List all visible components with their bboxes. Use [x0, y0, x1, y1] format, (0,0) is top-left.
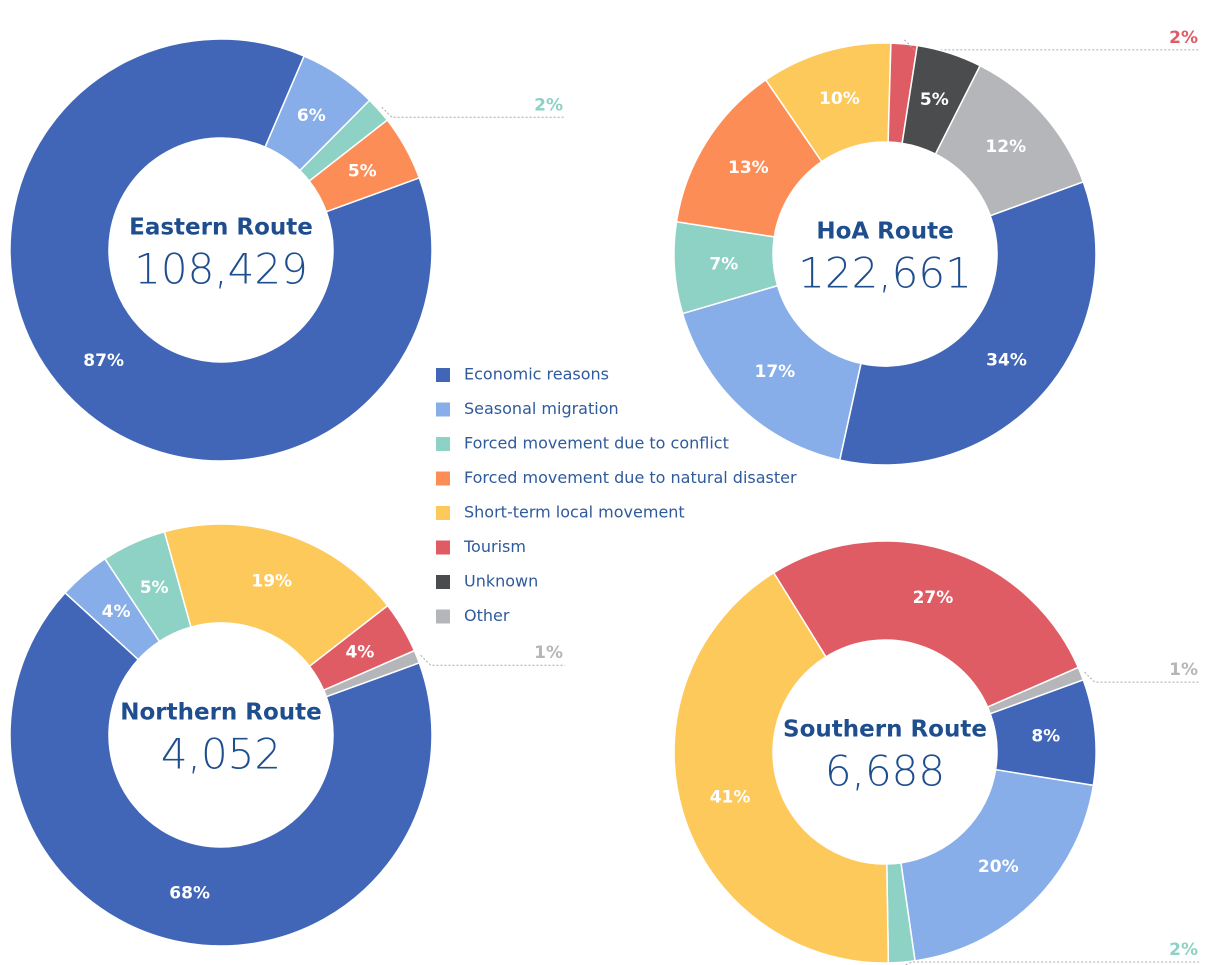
route-title: Northern Route — [120, 700, 322, 726]
value-label: 17% — [755, 362, 796, 382]
value-label: 2% — [534, 95, 563, 115]
leader-line — [381, 106, 565, 118]
donut-slice — [681, 284, 862, 461]
value-label: 1% — [1169, 660, 1198, 680]
route-total: 108,429 — [134, 245, 308, 294]
donut-slice — [934, 64, 1085, 217]
legend-swatch — [436, 402, 450, 417]
legend-swatch — [436, 506, 450, 520]
value-label: 5% — [920, 90, 949, 110]
value-label: 20% — [978, 857, 1019, 877]
legend-label: Economic reasons — [464, 365, 609, 384]
donut-slice — [673, 571, 890, 964]
value-label: 6% — [297, 106, 326, 126]
donut-slice — [772, 540, 1080, 709]
legend-swatch — [436, 368, 450, 382]
donut-slice — [986, 666, 1085, 715]
route-title: Southern Route — [783, 717, 987, 743]
value-label: 2% — [1169, 28, 1198, 48]
donut-slice — [9, 591, 433, 947]
value-label: 1% — [534, 643, 563, 663]
legend-label: Seasonal migration — [464, 399, 619, 418]
route-title: HoA Route — [816, 219, 953, 245]
leader-line — [904, 39, 1200, 51]
route-total: 6,688 — [825, 747, 945, 796]
value-label: 4% — [345, 643, 374, 663]
donut-slice — [9, 38, 433, 462]
donut-slice — [163, 523, 389, 668]
legend-swatch — [436, 471, 450, 486]
value-label: 5% — [140, 578, 169, 598]
legend-swatch — [436, 437, 450, 451]
legend-label: Forced movement due to conflict — [464, 434, 729, 453]
value-label: 87% — [83, 351, 124, 371]
value-label: 68% — [169, 883, 210, 903]
leader-line — [1084, 671, 1200, 683]
route-total: 122,661 — [798, 249, 972, 298]
value-label: 13% — [728, 158, 769, 178]
value-label: 5% — [348, 162, 377, 182]
value-label: 2% — [1169, 940, 1198, 960]
value-label: 8% — [1031, 727, 1060, 747]
legend-label: Tourism — [463, 537, 526, 556]
donut-slice — [322, 649, 421, 698]
legend-label: Other — [464, 606, 510, 625]
value-label: 7% — [709, 255, 738, 275]
legend-swatch — [436, 540, 450, 555]
value-label: 41% — [710, 787, 751, 807]
route-total: 4,052 — [161, 730, 281, 779]
legend-label: Unknown — [464, 572, 538, 591]
legend-label: Forced movement due to natural disaster — [464, 468, 797, 487]
value-label: 27% — [913, 588, 954, 608]
donut-slice — [900, 768, 1095, 962]
value-label: 34% — [986, 350, 1027, 370]
value-label: 19% — [251, 572, 292, 592]
legend-label: Short-term local movement — [464, 503, 685, 522]
legend-swatch — [436, 609, 450, 624]
route-title: Eastern Route — [129, 215, 313, 241]
leader-line — [420, 654, 565, 666]
donut-slice — [308, 119, 421, 213]
legend-swatch — [436, 575, 450, 589]
value-label: 10% — [819, 89, 860, 109]
value-label: 12% — [985, 137, 1026, 157]
donut-slice — [838, 180, 1097, 466]
value-label: 4% — [102, 602, 131, 622]
